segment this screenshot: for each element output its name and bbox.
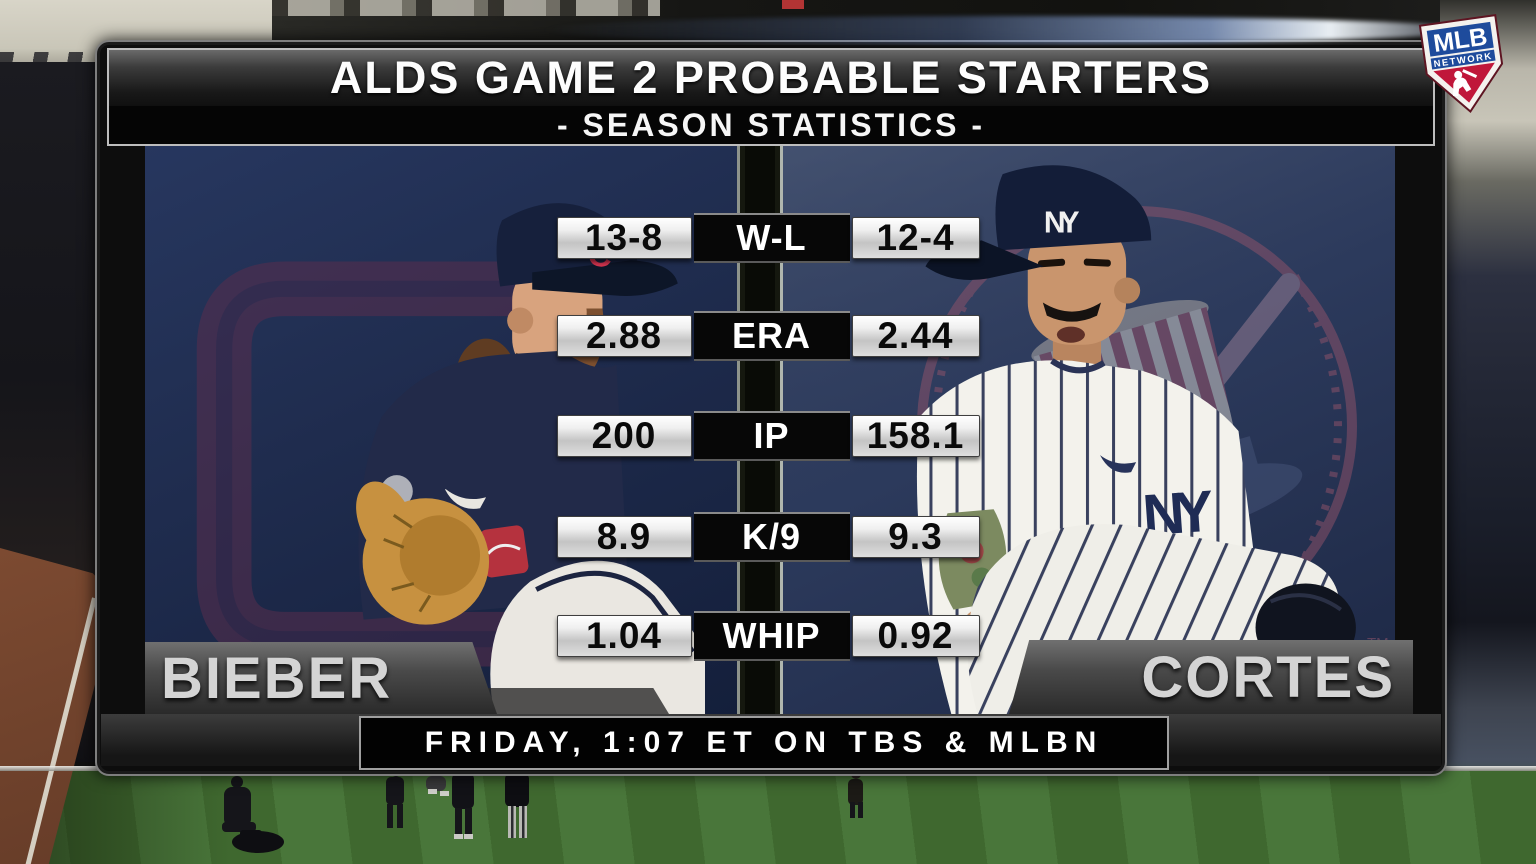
stat-row-wl: 13-8 W-L 12-4 (556, 213, 980, 263)
stadium-stands-right (1440, 0, 1536, 864)
stadium-flag (782, 0, 804, 9)
stat-value-left: 200 (556, 415, 692, 457)
stat-value-right: 9.3 (851, 516, 980, 558)
stat-label: WHIP (693, 611, 850, 661)
stat-label: K/9 (693, 512, 850, 562)
stat-value-right: 12-4 (851, 217, 980, 259)
stat-label: ERA (693, 311, 850, 361)
stat-row-whip: 1.04 WHIP 0.92 (556, 611, 980, 661)
stat-value-left: 8.9 (556, 516, 692, 558)
graphic-header: ALDS GAME 2 PROBABLE STARTERS - SEASON S… (107, 48, 1435, 146)
player-name-right: CORTES (1009, 640, 1413, 714)
stat-row-era: 2.88 ERA 2.44 (556, 311, 980, 361)
stats-graphic-panel: ALDS GAME 2 PROBABLE STARTERS - SEASON S… (95, 40, 1447, 776)
stat-value-right: 158.1 (851, 415, 980, 457)
stat-value-left: 1.04 (556, 615, 692, 657)
guardians-logo-watermark (196, 261, 589, 667)
stat-row-ip: 200 IP 158.1 (556, 411, 980, 461)
stat-label: IP (693, 411, 850, 461)
stat-value-left: 13-8 (556, 217, 692, 259)
stat-value-left: 2.88 (556, 315, 692, 357)
stat-label: W-L (693, 213, 850, 263)
stat-value-right: 0.92 (851, 615, 980, 657)
mlb-batter-silhouette-icon (1453, 69, 1478, 97)
player-name-left: BIEBER (145, 642, 497, 714)
schedule-banner: FRIDAY, 1:07 ET ON TBS & MLBN (359, 716, 1169, 770)
stats-comparison-table: 13-8 W-L 12-4 2.88 ERA 2.44 200 IP 158.1… (556, 140, 980, 714)
lens-flare (540, 16, 1470, 44)
page-subtitle: - SEASON STATISTICS - (109, 106, 1433, 144)
stat-row-k9: 8.9 K/9 9.3 (556, 512, 980, 562)
mlb-network-logo: MLB NETWORK (1418, 13, 1511, 119)
groundskeeper-figures (222, 764, 863, 853)
page-title: ALDS GAME 2 PROBABLE STARTERS (109, 50, 1433, 106)
stat-value-right: 2.44 (851, 315, 980, 357)
